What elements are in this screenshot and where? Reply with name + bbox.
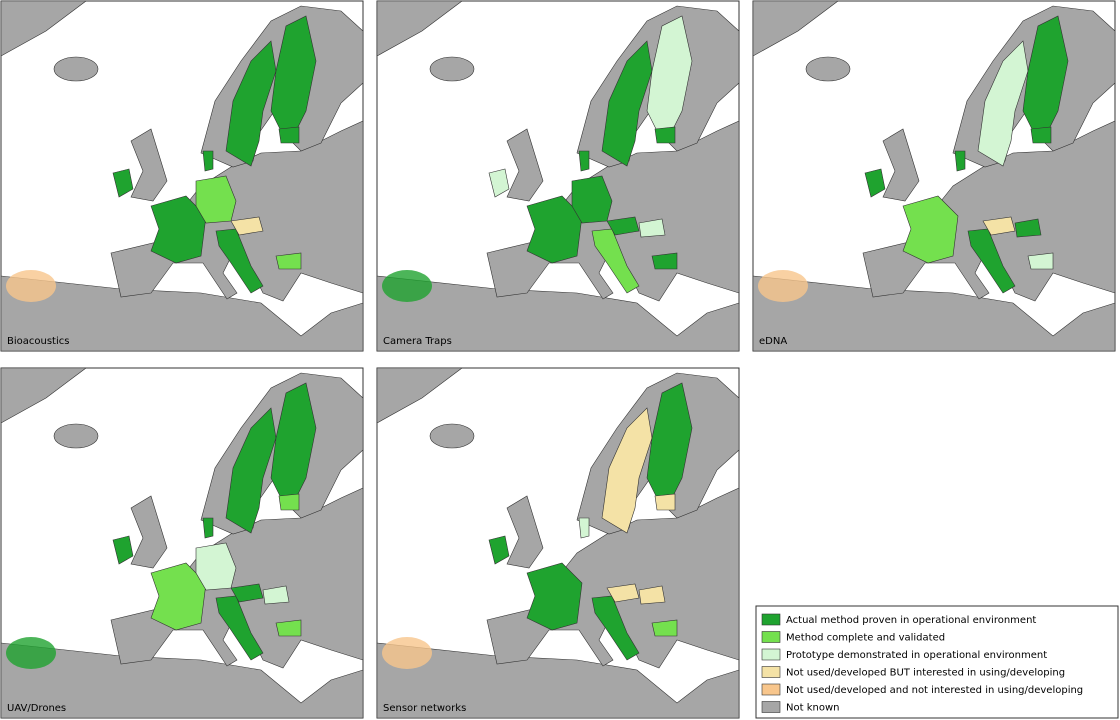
land bbox=[752, 275, 1116, 352]
panel-label: Sensor networks bbox=[383, 703, 466, 714]
land bbox=[0, 367, 87, 424]
country bbox=[967, 228, 1016, 294]
country bbox=[526, 195, 583, 264]
country bbox=[902, 195, 959, 264]
country bbox=[1022, 15, 1069, 142]
land bbox=[376, 367, 463, 424]
land bbox=[376, 0, 463, 57]
legend-label: Not used/developed BUT interested in usi… bbox=[786, 668, 1065, 679]
legend-swatch bbox=[761, 631, 781, 643]
iceland bbox=[805, 56, 851, 82]
iceland bbox=[53, 56, 99, 82]
map-panel: Bioacoustics bbox=[0, 0, 364, 352]
country bbox=[1030, 126, 1052, 144]
country bbox=[215, 595, 264, 661]
country bbox=[202, 517, 214, 539]
map-panel: Sensor networks bbox=[376, 367, 740, 719]
legend-swatch bbox=[761, 701, 781, 713]
legend-swatch bbox=[761, 613, 781, 626]
country bbox=[954, 150, 966, 172]
land bbox=[376, 275, 740, 352]
legend-label: Not known bbox=[786, 703, 839, 714]
land bbox=[0, 0, 87, 57]
azores-inset bbox=[382, 637, 432, 669]
country bbox=[651, 619, 678, 637]
iceland bbox=[429, 423, 475, 449]
country bbox=[864, 168, 886, 198]
country bbox=[262, 585, 290, 605]
country bbox=[230, 583, 264, 603]
country bbox=[215, 228, 264, 294]
country bbox=[591, 228, 640, 294]
country bbox=[578, 517, 590, 539]
country bbox=[230, 216, 264, 236]
country bbox=[982, 216, 1016, 236]
country bbox=[638, 585, 666, 605]
country bbox=[1027, 252, 1054, 270]
legend-swatch bbox=[761, 666, 781, 678]
land bbox=[0, 642, 364, 719]
legend-swatch bbox=[761, 648, 781, 661]
land bbox=[506, 495, 544, 569]
country bbox=[150, 562, 207, 631]
country bbox=[150, 195, 207, 264]
country bbox=[488, 168, 510, 198]
country bbox=[202, 150, 214, 172]
map-panel: UAV/Drones bbox=[0, 367, 364, 719]
panel-label: eDNA bbox=[759, 336, 787, 347]
iceland bbox=[429, 56, 475, 82]
country bbox=[270, 15, 317, 142]
country bbox=[646, 382, 693, 509]
azores-inset bbox=[382, 270, 432, 302]
country bbox=[275, 619, 302, 637]
land bbox=[506, 128, 544, 202]
country bbox=[275, 252, 302, 270]
panel-label: Bioacoustics bbox=[7, 336, 69, 347]
country bbox=[654, 493, 676, 511]
map-panel: Camera Traps bbox=[376, 0, 740, 352]
land bbox=[130, 128, 168, 202]
legend-label: Not used/developed and not interested in… bbox=[786, 685, 1083, 696]
iceland bbox=[53, 423, 99, 449]
azores-inset bbox=[6, 270, 56, 302]
country bbox=[1014, 218, 1042, 238]
country bbox=[526, 562, 583, 631]
legend: Actual method proven in operational envi… bbox=[755, 605, 1119, 719]
country bbox=[606, 583, 640, 603]
legend-label: Method complete and validated bbox=[786, 633, 945, 644]
land bbox=[130, 495, 168, 569]
land bbox=[752, 0, 839, 57]
map-panel: eDNA bbox=[752, 0, 1116, 352]
land bbox=[882, 128, 920, 202]
country bbox=[606, 216, 640, 236]
azores-inset bbox=[758, 270, 808, 302]
legend-label: Prototype demonstrated in operational en… bbox=[786, 650, 1047, 661]
panel-label: Camera Traps bbox=[383, 336, 452, 347]
country bbox=[654, 126, 676, 144]
country bbox=[278, 493, 300, 511]
country bbox=[112, 535, 134, 565]
country bbox=[270, 382, 317, 509]
country bbox=[651, 252, 678, 270]
azores-inset bbox=[6, 637, 56, 669]
country bbox=[278, 126, 300, 144]
legend-frame bbox=[755, 605, 1119, 719]
country bbox=[638, 218, 666, 238]
legend-label: Actual method proven in operational envi… bbox=[786, 615, 1036, 626]
land bbox=[0, 275, 364, 352]
panel-label: UAV/Drones bbox=[7, 703, 66, 714]
legend-swatch bbox=[761, 683, 781, 696]
country bbox=[578, 150, 590, 172]
country bbox=[591, 595, 640, 661]
country bbox=[112, 168, 134, 198]
country bbox=[488, 535, 510, 565]
country bbox=[646, 15, 693, 142]
land bbox=[376, 642, 740, 719]
